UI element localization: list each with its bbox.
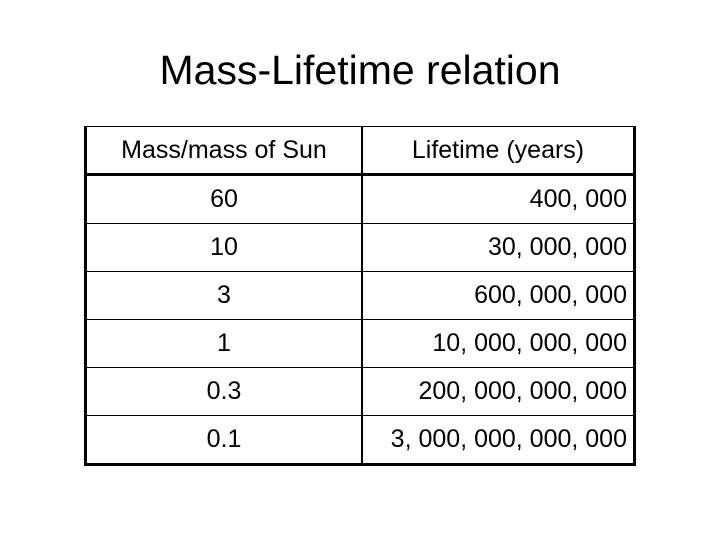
table-cell: 60 bbox=[84, 174, 363, 224]
table-cell: 400, 000 bbox=[361, 174, 636, 224]
table-cell: 30, 000, 000 bbox=[361, 223, 636, 272]
slide-title: Mass-Lifetime relation bbox=[159, 47, 561, 93]
table-row: 0.1 3, 000, 000, 000, 000 bbox=[84, 415, 636, 466]
table-row: 60 400, 000 bbox=[84, 174, 636, 224]
table-cell: 0.3 bbox=[84, 367, 363, 416]
data-table: Mass/mass of Sun Lifetime (years) 60 400, 0… bbox=[84, 126, 636, 466]
header-cell: Lifetime (years) bbox=[361, 126, 636, 176]
table-cell: 10 bbox=[84, 223, 363, 272]
table-cell: 3 bbox=[84, 271, 363, 320]
table-row: 0.3 200, 000, 000, 000 bbox=[84, 367, 636, 416]
table-cell: 10, 000, 000, 000 bbox=[361, 319, 636, 368]
header-row: Mass/mass of Sun Lifetime (years) bbox=[84, 126, 636, 176]
table-cell: 1 bbox=[84, 319, 363, 368]
table-cell: 3, 000, 000, 000, 000 bbox=[361, 415, 636, 466]
table-cell: 600, 000, 000 bbox=[361, 271, 636, 320]
table-row: 10 30, 000, 000 bbox=[84, 223, 636, 272]
table-cell: 0.1 bbox=[84, 415, 363, 466]
header-cell: Mass/mass of Sun bbox=[84, 126, 363, 176]
table-cell: 200, 000, 000, 000 bbox=[361, 367, 636, 416]
table-row: 3 600, 000, 000 bbox=[84, 271, 636, 320]
table-row: 1 10, 000, 000, 000 bbox=[84, 319, 636, 368]
